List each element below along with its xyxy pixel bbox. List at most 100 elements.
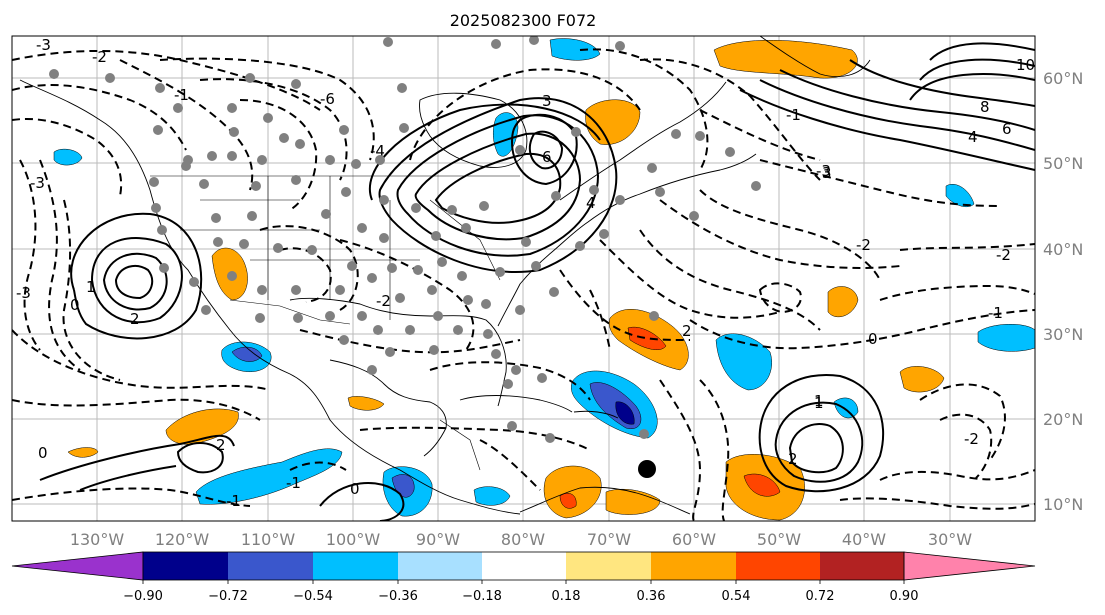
lon-label: 50°W — [757, 530, 801, 549]
lon-axis: 130°W 120°W 110°W 100°W 90°W 80°W 70°W 6… — [70, 530, 972, 549]
contour-label: 2 — [216, 436, 226, 454]
shade-blue-atl4 — [833, 397, 859, 419]
lat-label: 50°N — [1043, 154, 1083, 173]
colorbar-bin — [651, 552, 736, 580]
contour-label: -3 — [30, 174, 45, 192]
contour-label: -2 — [964, 430, 979, 448]
shade-navy-atl — [615, 401, 635, 425]
colorbar-bin — [143, 552, 228, 580]
contour-label: 0 — [70, 296, 80, 314]
contour-label: 0 — [350, 480, 360, 498]
lon-label: 60°W — [672, 530, 716, 549]
shade-blue-atl5 — [945, 184, 975, 207]
shade-orange-gulf — [347, 396, 385, 411]
shade-red-atl — [627, 326, 667, 350]
shade-orange-epac — [165, 408, 239, 445]
contour-label: 4 — [586, 194, 596, 212]
lon-label: 40°W — [842, 530, 886, 549]
labrador — [559, 81, 727, 201]
contour-label: 0 — [868, 330, 878, 348]
west-coast — [19, 79, 521, 515]
shade-orange-epac-small — [67, 447, 99, 458]
contours-negative — [12, 48, 1035, 521]
contour-label: 0 — [38, 444, 48, 462]
greenland — [759, 36, 871, 78]
colorbar-tick: −0.36 — [378, 589, 418, 604]
east-coast — [497, 153, 757, 327]
shade-orange-lab — [585, 99, 641, 145]
gulf-coast — [289, 297, 507, 407]
lon-label: 70°W — [587, 530, 631, 549]
station-dots — [49, 36, 761, 443]
figure-title: 2025082300 F072 — [450, 11, 597, 30]
shade-blue-atl2 — [715, 333, 772, 391]
shade-darkblue-mexico — [231, 346, 263, 362]
south-america — [519, 486, 691, 515]
lat-label: 40°N — [1043, 240, 1083, 259]
shade-orange-lesser — [605, 489, 661, 515]
colorbar-tick: −0.72 — [208, 589, 248, 604]
borders — [150, 175, 520, 471]
contour-label: 6 — [542, 148, 552, 166]
shade-blue-carib — [473, 486, 511, 506]
hispaniola — [573, 410, 619, 419]
shade-red-carib — [559, 493, 577, 509]
contour-label: 3 — [822, 164, 832, 182]
lon-label: 30°W — [928, 530, 972, 549]
lat-label: 10°N — [1043, 495, 1083, 514]
contour-label: 1 — [814, 394, 824, 412]
shade-blue-atl3 — [977, 324, 1035, 352]
lat-label: 60°N — [1043, 69, 1083, 88]
contour-labels: -3 -2 -1 0 1 2 3 4 6 8 10 -1 -2 -3 0 1 2… — [16, 36, 1035, 510]
colorbar-bin — [566, 552, 651, 580]
contours-positive — [39, 42, 1035, 521]
lon-label: 100°W — [326, 530, 381, 549]
shade-orange-north — [713, 40, 858, 79]
lon-label: 120°W — [155, 530, 210, 549]
lat-label: 20°N — [1043, 410, 1083, 429]
contour-label: 3 — [542, 92, 552, 110]
contour-label: -1 — [988, 304, 1003, 322]
shade-orange-atl2 — [827, 286, 859, 318]
map-panel: -3 -2 -1 0 1 2 3 4 6 8 10 -1 -2 -3 0 1 2… — [11, 35, 1036, 522]
contour-label: 2 — [130, 310, 140, 328]
colorbar-tick: −0.90 — [123, 589, 163, 604]
contour-label: -6 — [320, 90, 335, 108]
colorbar-bin — [398, 552, 482, 580]
shade-orange-carib — [543, 465, 602, 519]
colorbar-tick: −0.18 — [462, 589, 502, 604]
colorbar-extend-high — [903, 551, 1036, 581]
contour-label: 10 — [1016, 56, 1035, 74]
lon-label: 130°W — [70, 530, 125, 549]
contour-label: -2 — [856, 236, 871, 254]
contour-label: 2 — [788, 450, 798, 468]
colorbar-bin — [482, 552, 566, 580]
colorbar-tick: 0.54 — [722, 589, 751, 604]
contour-label: -1 — [786, 106, 801, 124]
colorbar-tick: 0.36 — [637, 589, 666, 604]
colorbar-bin — [313, 552, 398, 580]
contour-label: -2 — [996, 246, 1011, 264]
contour-label: 2 — [682, 322, 692, 340]
contour-label: -2 — [92, 48, 107, 66]
shade-blue-pacific — [53, 148, 83, 166]
contour-label: -1 — [286, 474, 301, 492]
lon-label: 110°W — [241, 530, 296, 549]
contour-label: 6 — [1002, 120, 1012, 138]
lon-label: 90°W — [416, 530, 460, 549]
lon-label: 80°W — [501, 530, 545, 549]
map-frame — [11, 35, 1036, 522]
contour-label: -3 — [16, 284, 31, 302]
contour-label: -1 — [226, 492, 241, 510]
lat-label: 30°N — [1043, 325, 1083, 344]
contour-label: -2 — [376, 292, 391, 310]
colorbar: −0.90 −0.72 −0.54 −0.36 −0.18 0.18 0.36 … — [11, 551, 1036, 604]
colorbar-tick: 0.72 — [806, 589, 835, 604]
colorbar-extend-low — [11, 551, 144, 581]
colorbar-tick: −0.54 — [293, 589, 333, 604]
contour-label: -1 — [174, 86, 189, 104]
contour-label: 8 — [980, 98, 990, 116]
shade-orange-atl3 — [899, 366, 945, 393]
colorbar-tick: 0.18 — [552, 589, 581, 604]
